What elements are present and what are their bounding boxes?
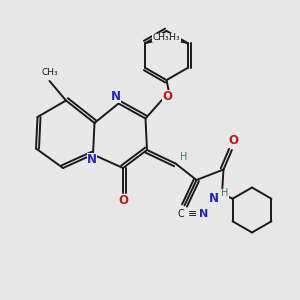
Text: N: N	[208, 191, 219, 205]
Text: H: H	[180, 152, 188, 162]
Text: O: O	[118, 194, 128, 207]
Text: O: O	[228, 134, 239, 148]
Text: CH₃: CH₃	[41, 68, 58, 77]
Text: N: N	[110, 90, 121, 104]
Text: H: H	[221, 188, 229, 199]
Text: CH₃: CH₃	[164, 33, 181, 42]
Text: N: N	[200, 209, 208, 219]
Text: CH₃: CH₃	[152, 33, 169, 42]
Text: N: N	[86, 153, 97, 167]
Text: O: O	[162, 90, 172, 103]
Text: ≡: ≡	[188, 209, 197, 219]
Text: C: C	[178, 209, 184, 219]
